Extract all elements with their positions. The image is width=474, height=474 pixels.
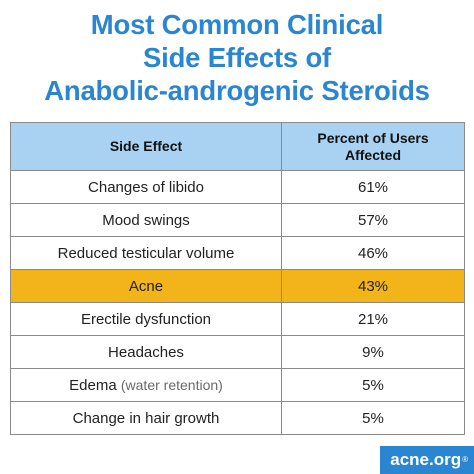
side-effect-label: Change in hair growth [72, 409, 220, 427]
column-header-side-effect: Side Effect [10, 122, 282, 171]
column-header-percent: Percent of Users Affected [281, 122, 465, 171]
side-effect-cell: Headaches [10, 335, 282, 369]
table-header-row: Side Effect Percent of Users Affected [10, 122, 465, 171]
table-row: Change in hair growth 5% [10, 401, 465, 435]
title-line-1: Most Common Clinical [90, 9, 384, 40]
table-row: Erectile dysfunction 21% [10, 302, 465, 336]
percent-cell: 5% [281, 368, 465, 402]
title-line-2: Side Effects of [142, 42, 331, 73]
table-row: Edema (water retention) 5% [10, 368, 465, 402]
side-effect-cell: Change in hair growth [10, 401, 282, 435]
side-effect-cell: Erectile dysfunction [10, 302, 282, 336]
percent-cell: 9% [281, 335, 465, 369]
side-effect-label: Erectile dysfunction [80, 310, 212, 328]
side-effect-cell: Edema (water retention) [10, 368, 282, 402]
column-header-percent-label: Percent of Users Affected [317, 129, 429, 163]
table-body: Changes of libido 61% Mood swings 57% Reduce… [10, 170, 465, 435]
side-effect-label: Headaches [108, 343, 184, 361]
side-effect-cell: Reduced testicular volume [10, 236, 282, 270]
side-effect-label: Changes of libido [88, 178, 204, 196]
table-row: Mood swings 57% [10, 203, 465, 237]
brand-badge: acne.org® [380, 446, 474, 474]
side-effect-cell: Acne [10, 269, 282, 303]
side-effects-table: Side Effect Percent of Users Affected Ch… [10, 122, 465, 435]
table-row: Headaches 9% [10, 335, 465, 369]
side-effect-label: Edema [69, 376, 117, 394]
percent-cell: 46% [281, 236, 465, 270]
percent-cell: 61% [281, 170, 465, 204]
brand-name: acne.org [390, 450, 462, 469]
percent-cell: 5% [281, 401, 465, 435]
side-effect-label: Mood swings [102, 211, 190, 229]
side-effect-cell: Changes of libido [10, 170, 282, 204]
chart-title: Most Common Clinical Side Effects of Ana… [0, 8, 474, 107]
side-effect-label: Reduced testicular volume [57, 244, 235, 262]
table-row: Acne 43% [10, 269, 465, 303]
title-line-3: Anabolic-androgenic Steroids [44, 75, 430, 106]
side-effect-label: Acne [128, 277, 164, 295]
registered-mark: ® [462, 455, 468, 464]
table-row: Changes of libido 61% [10, 170, 465, 204]
percent-cell: 57% [281, 203, 465, 237]
percent-cell: 21% [281, 302, 465, 336]
side-effect-cell: Mood swings [10, 203, 282, 237]
table-row: Reduced testicular volume 46% [10, 236, 465, 270]
side-effect-note: (water retention) [120, 376, 223, 393]
percent-cell: 43% [281, 269, 465, 303]
